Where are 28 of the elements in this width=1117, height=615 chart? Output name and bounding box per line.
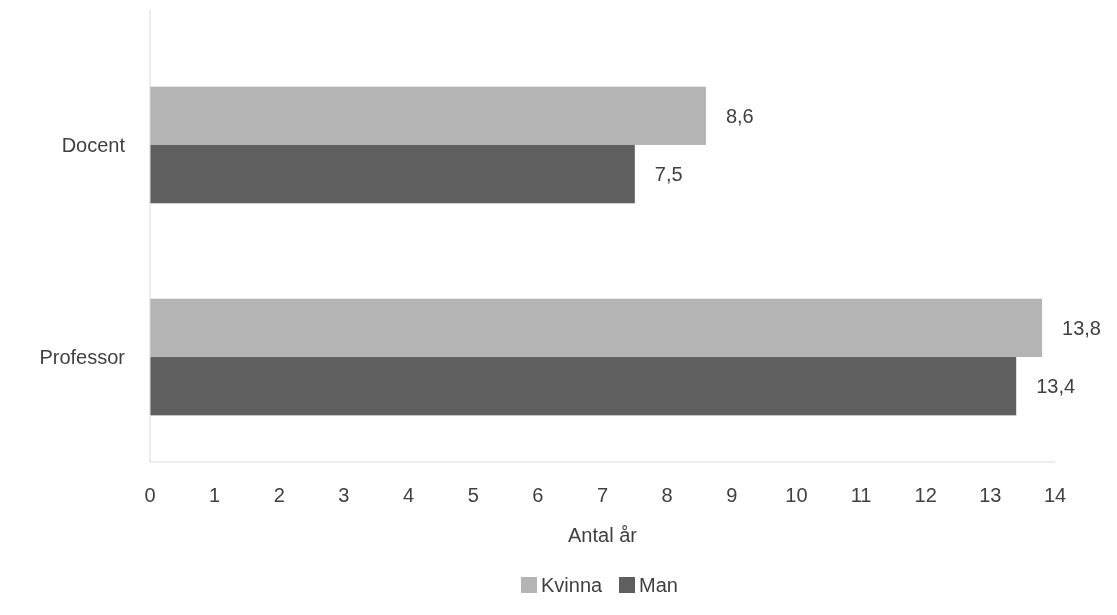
legend-label: Kvinna (541, 574, 604, 596)
data-label: 13,4 (1036, 375, 1076, 398)
legend-label: Man (639, 574, 678, 596)
x-tick-label: 4 (403, 484, 415, 506)
x-tick-label: 2 (273, 484, 285, 506)
x-tick-label: 13 (979, 484, 1002, 506)
x-tick-label: 7 (596, 484, 609, 506)
x-tick-label: 14 (1043, 484, 1067, 506)
x-tick-label: 11 (850, 484, 872, 506)
x-tick-label: 0 (144, 484, 156, 506)
bar (150, 144, 635, 204)
x-tick-label: 5 (467, 484, 479, 506)
x-tick-label: 3 (338, 484, 350, 506)
bar (150, 357, 1017, 416)
x-tick-label: 8 (661, 484, 673, 506)
data-label: 7,5 (654, 163, 683, 186)
data-label: 8,6 (725, 104, 754, 127)
x-tick-label: 12 (914, 484, 937, 506)
bar (150, 298, 1043, 358)
x-tick-label: 9 (726, 484, 738, 506)
data-label: 13,8 (1062, 316, 1102, 339)
x-tick-label: 1 (209, 484, 221, 506)
bar (150, 86, 706, 145)
x-tick-label: 10 (785, 484, 808, 506)
y-tick-label: Professor (39, 346, 126, 369)
x-tick-label: 6 (532, 484, 544, 506)
y-tick-label: Docent (61, 133, 126, 156)
x-axis-title: Antal år (568, 524, 638, 546)
